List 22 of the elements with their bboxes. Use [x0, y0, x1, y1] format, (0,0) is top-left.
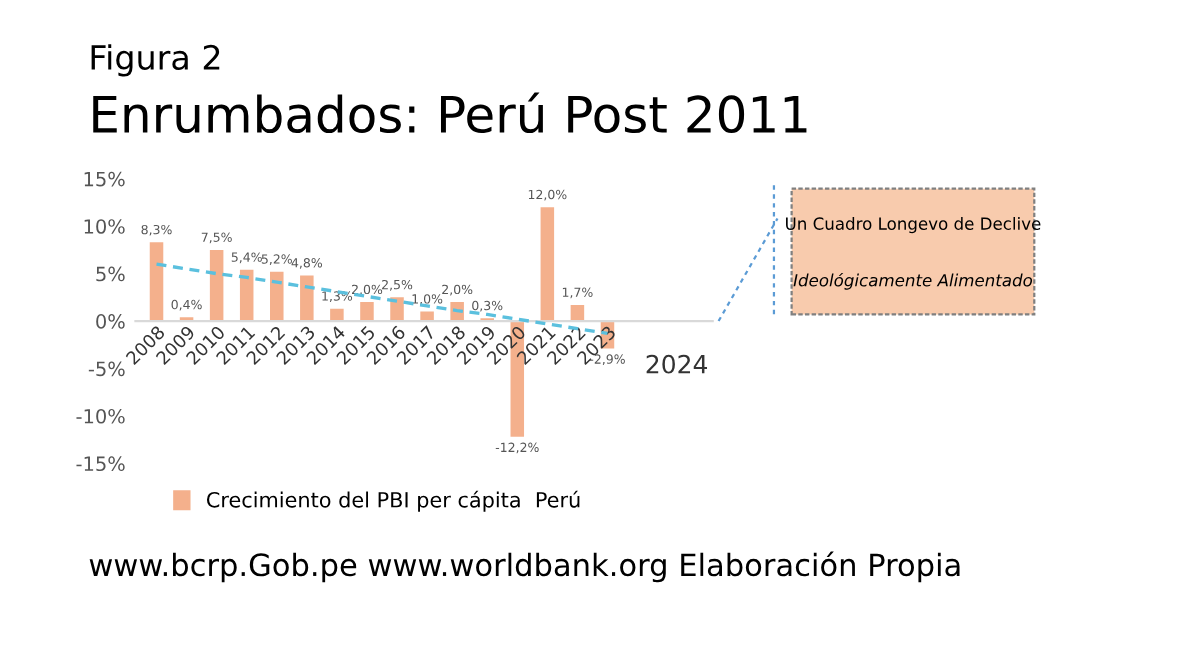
y-tick-label: -5% — [88, 361, 125, 377]
chart-subtitle: Figura 2 — [91, 44, 220, 77]
y-tick-label: 15% — [84, 171, 125, 187]
y-tick-label: -10% — [76, 408, 125, 424]
y-tick-label: 0% — [96, 314, 125, 329]
y-tick-label: 10% — [84, 219, 125, 234]
text: www.bcrp.Gob.pe www.worldbank.org Elaboración Propia — [89, 551, 960, 583]
chart-title: Enrumbados: Perú Post 2011 — [93, 92, 807, 134]
y-tick-label: 5% — [96, 266, 125, 282]
bar — [209, 249, 224, 322]
bar — [360, 302, 374, 322]
bar — [270, 271, 284, 322]
bar — [300, 275, 314, 322]
bar — [540, 207, 555, 322]
bar — [149, 242, 164, 322]
text: Ideológicamente Alimentado — [793, 272, 1033, 290]
text: 2024 — [646, 354, 708, 374]
bar — [390, 297, 404, 322]
legend-label: Crecimiento del PBI per cápita Perú — [206, 490, 580, 512]
y-tick-label: -15% — [76, 456, 125, 472]
bar — [330, 308, 344, 322]
text: Un Cuadro Longevo de Declive — [786, 217, 1041, 234]
